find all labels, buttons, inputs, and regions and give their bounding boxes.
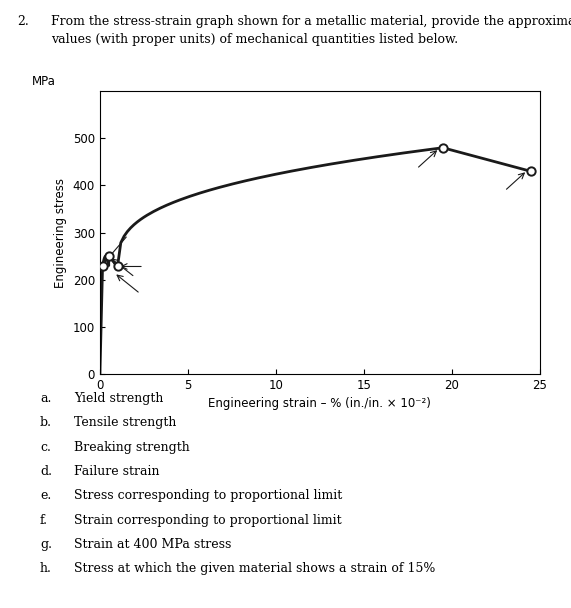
Text: Tensile strength: Tensile strength	[74, 416, 176, 429]
Text: c.: c.	[40, 441, 51, 454]
X-axis label: Engineering strain – % (in./in. × 10⁻²): Engineering strain – % (in./in. × 10⁻²)	[208, 398, 431, 410]
Y-axis label: Engineering stress: Engineering stress	[54, 178, 67, 288]
Text: Stress corresponding to proportional limit: Stress corresponding to proportional lim…	[74, 489, 343, 502]
Text: Strain at 400 MPa stress: Strain at 400 MPa stress	[74, 538, 232, 551]
Text: a.: a.	[40, 392, 51, 405]
Text: e.: e.	[40, 489, 51, 502]
Text: f.: f.	[40, 514, 48, 527]
Text: Stress at which the given material shows a strain of 15%: Stress at which the given material shows…	[74, 562, 436, 575]
Text: Yield strength: Yield strength	[74, 392, 164, 405]
Text: Strain corresponding to proportional limit: Strain corresponding to proportional lim…	[74, 514, 342, 527]
Text: d.: d.	[40, 465, 52, 478]
Text: From the stress-strain graph shown for a metallic material, provide the approxim: From the stress-strain graph shown for a…	[51, 15, 571, 46]
Text: Breaking strength: Breaking strength	[74, 441, 190, 454]
Text: g.: g.	[40, 538, 52, 551]
Text: MPa: MPa	[32, 75, 55, 88]
Text: Failure strain: Failure strain	[74, 465, 160, 478]
Text: b.: b.	[40, 416, 52, 429]
Text: 2.: 2.	[17, 15, 29, 28]
Text: h.: h.	[40, 562, 52, 575]
